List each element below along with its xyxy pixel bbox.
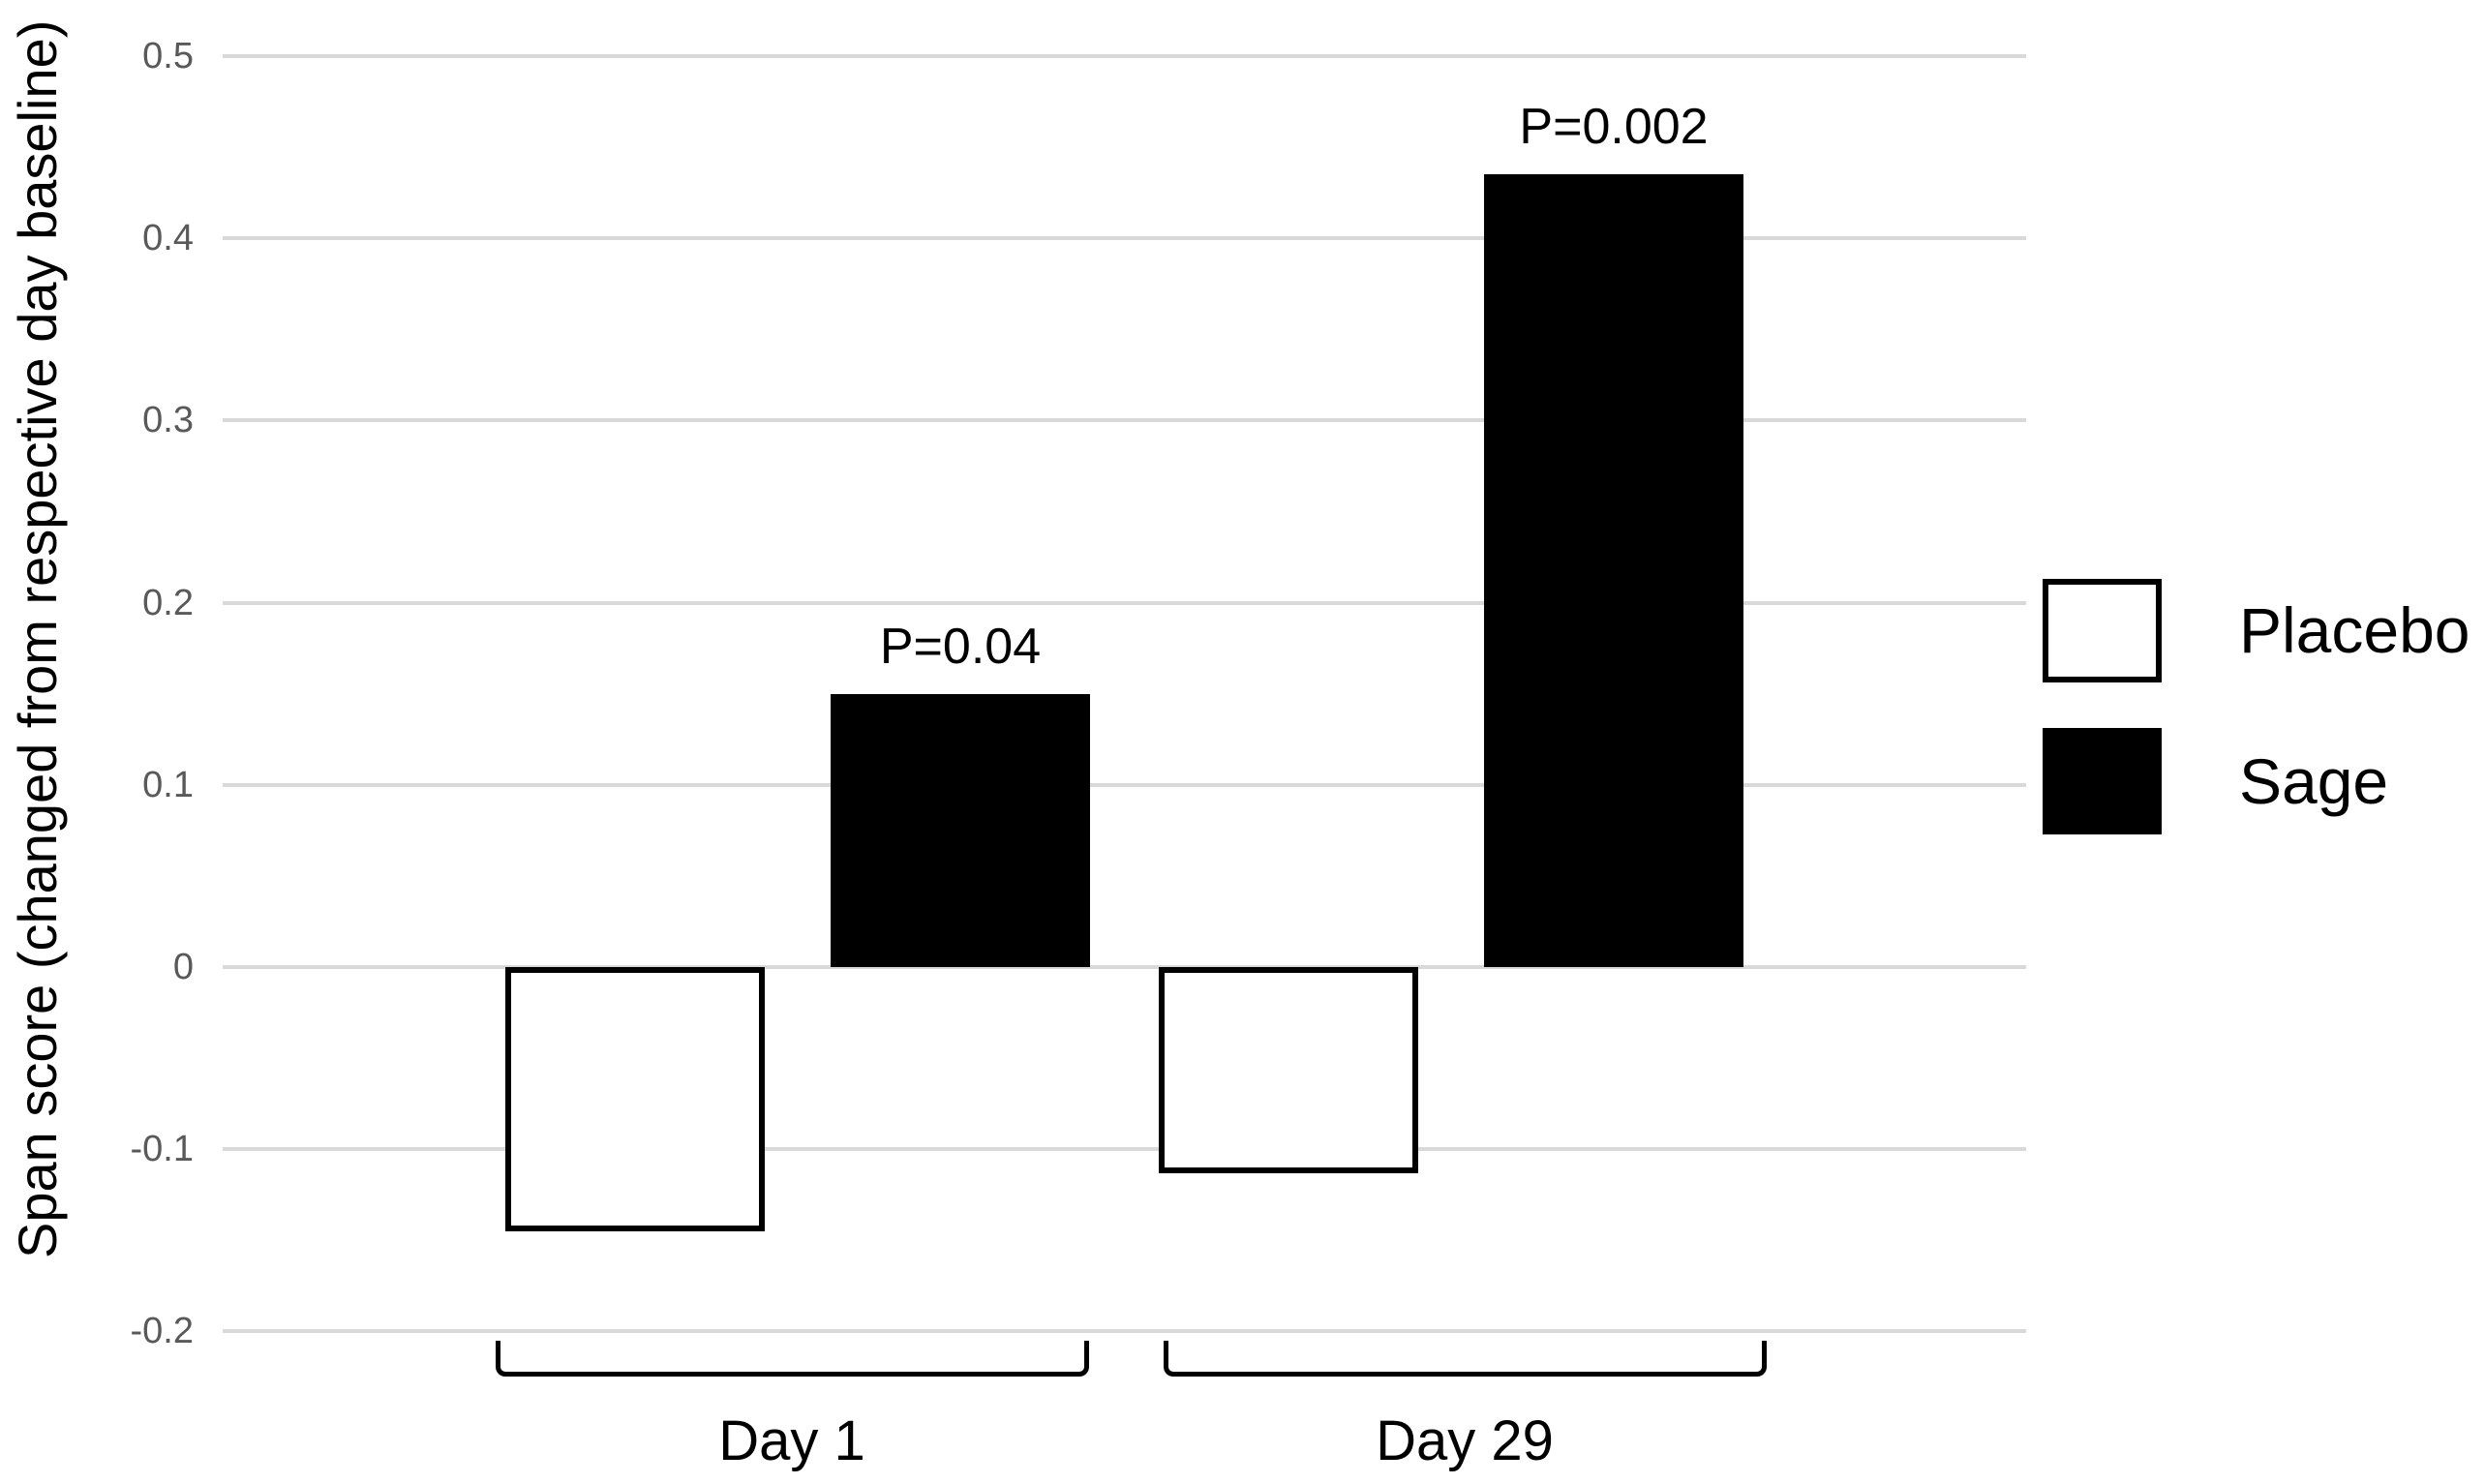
gridline — [223, 965, 2026, 969]
y-tick-label: -0.2 — [130, 1311, 194, 1352]
gridline — [223, 236, 2026, 241]
x-category-label-day1: Day 1 — [718, 1409, 865, 1472]
y-axis-title: Span score (changed from respective day … — [7, 19, 68, 1258]
bar-sage-day29 — [1484, 174, 1743, 967]
gridline — [223, 782, 2026, 787]
p-value-label-day29: P=0.002 — [1519, 99, 1709, 155]
day29-group-bracket — [1164, 1341, 1767, 1377]
y-tick-label: 0.2 — [142, 582, 194, 623]
gridline — [223, 1147, 2026, 1152]
day1-group-bracket — [496, 1341, 1089, 1377]
p-value-label-day1: P=0.04 — [879, 619, 1042, 675]
y-tick-label: 0.3 — [142, 400, 194, 441]
y-tick-label: 0 — [172, 947, 194, 987]
legend-label-placebo: Placebo — [2239, 594, 2470, 666]
gridline — [223, 54, 2026, 58]
y-tick-label: -0.1 — [130, 1129, 194, 1170]
x-category-label-day29: Day 29 — [1376, 1409, 1554, 1472]
gridline — [223, 1329, 2026, 1334]
gridline — [223, 600, 2026, 605]
bar-placebo-day1 — [505, 967, 765, 1231]
bar-sage-day1 — [831, 694, 1090, 967]
y-tick-label: 0.4 — [142, 218, 194, 259]
bar-placebo-day29 — [1159, 967, 1418, 1173]
gridline — [223, 418, 2026, 423]
legend-swatch-placebo — [2043, 579, 2162, 682]
y-tick-label: 0.1 — [142, 764, 194, 805]
y-tick-label: 0.5 — [142, 36, 194, 76]
legend-label-sage: Sage — [2239, 745, 2389, 817]
legend-swatch-sage — [2043, 728, 2162, 834]
